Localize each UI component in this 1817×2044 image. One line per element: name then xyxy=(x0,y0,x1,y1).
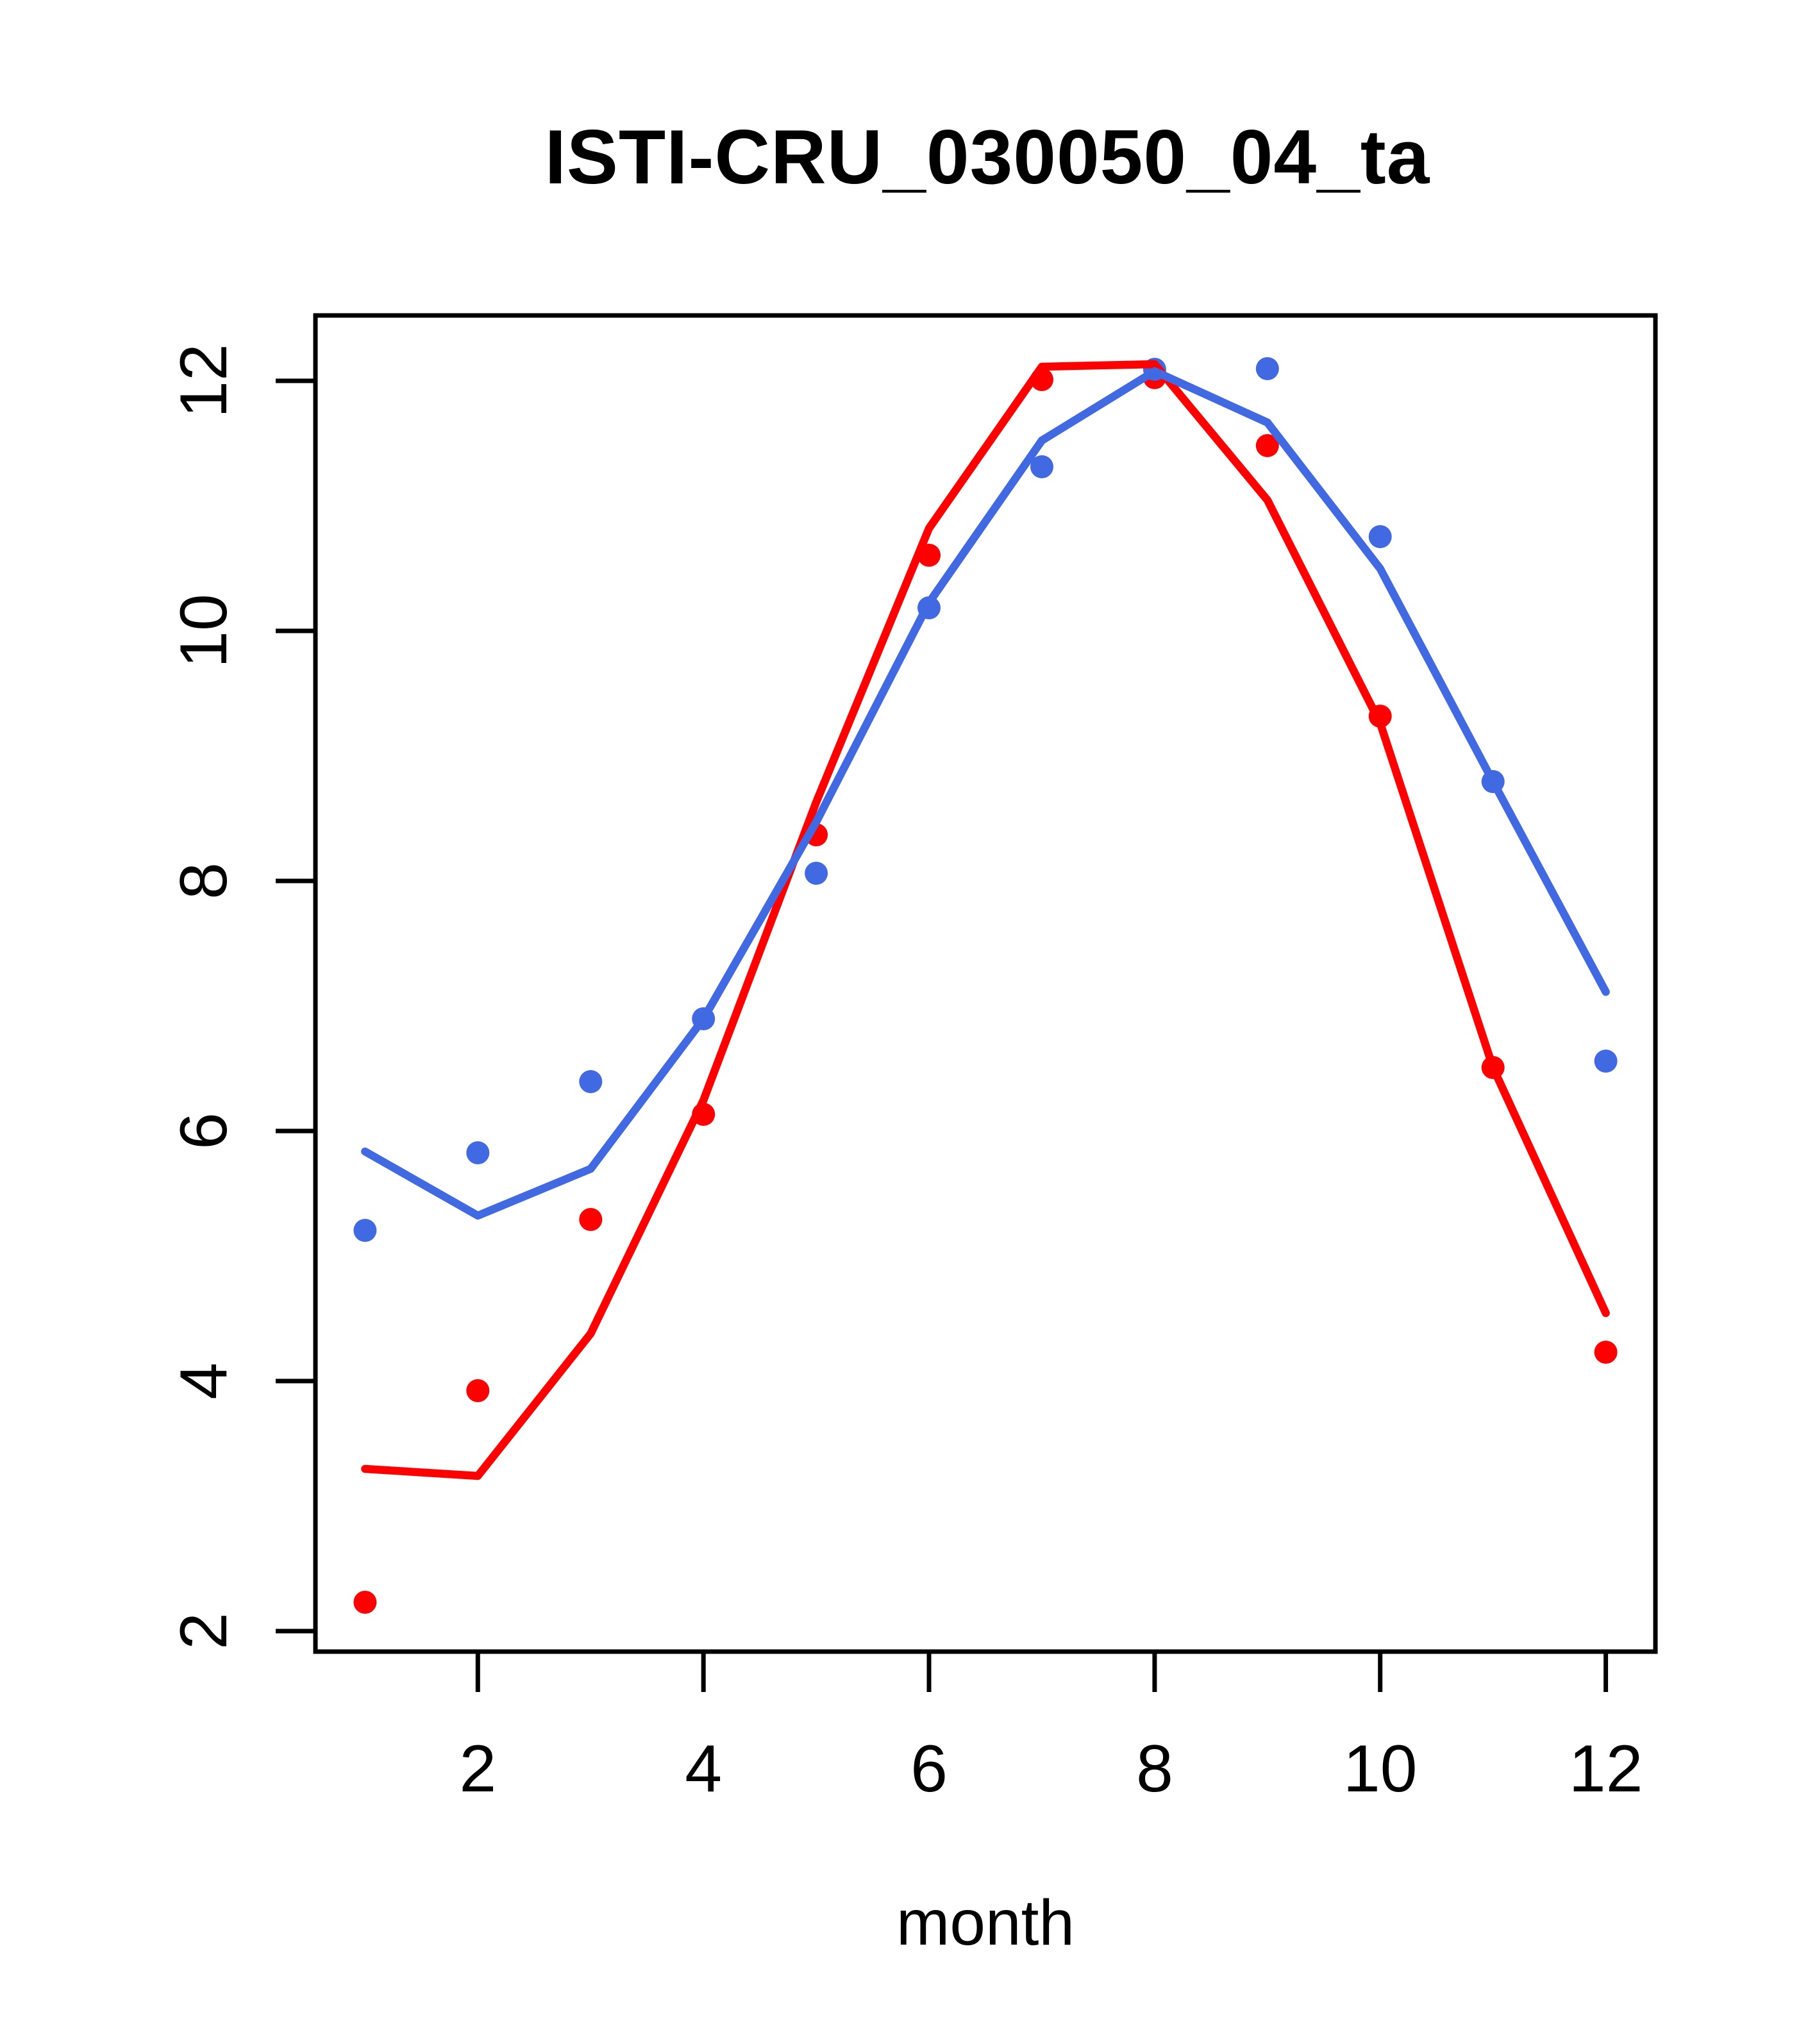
svg-text:4: 4 xyxy=(167,1362,241,1400)
svg-text:8: 8 xyxy=(167,862,241,900)
svg-text:8: 8 xyxy=(1136,1732,1173,1806)
svg-text:ISTI-CRU_030050_04_ta: ISTI-CRU_030050_04_ta xyxy=(545,114,1430,200)
svg-text:2: 2 xyxy=(167,1613,241,1650)
svg-text:12: 12 xyxy=(167,344,241,418)
svg-text:2: 2 xyxy=(459,1732,496,1806)
svg-text:6: 6 xyxy=(910,1732,948,1806)
svg-text:4: 4 xyxy=(685,1732,722,1806)
svg-text:10: 10 xyxy=(167,594,241,668)
svg-text:6: 6 xyxy=(167,1112,241,1150)
svg-text:12: 12 xyxy=(1569,1732,1643,1806)
svg-text:month: month xyxy=(896,1887,1075,1959)
svg-text:10: 10 xyxy=(1343,1732,1418,1806)
